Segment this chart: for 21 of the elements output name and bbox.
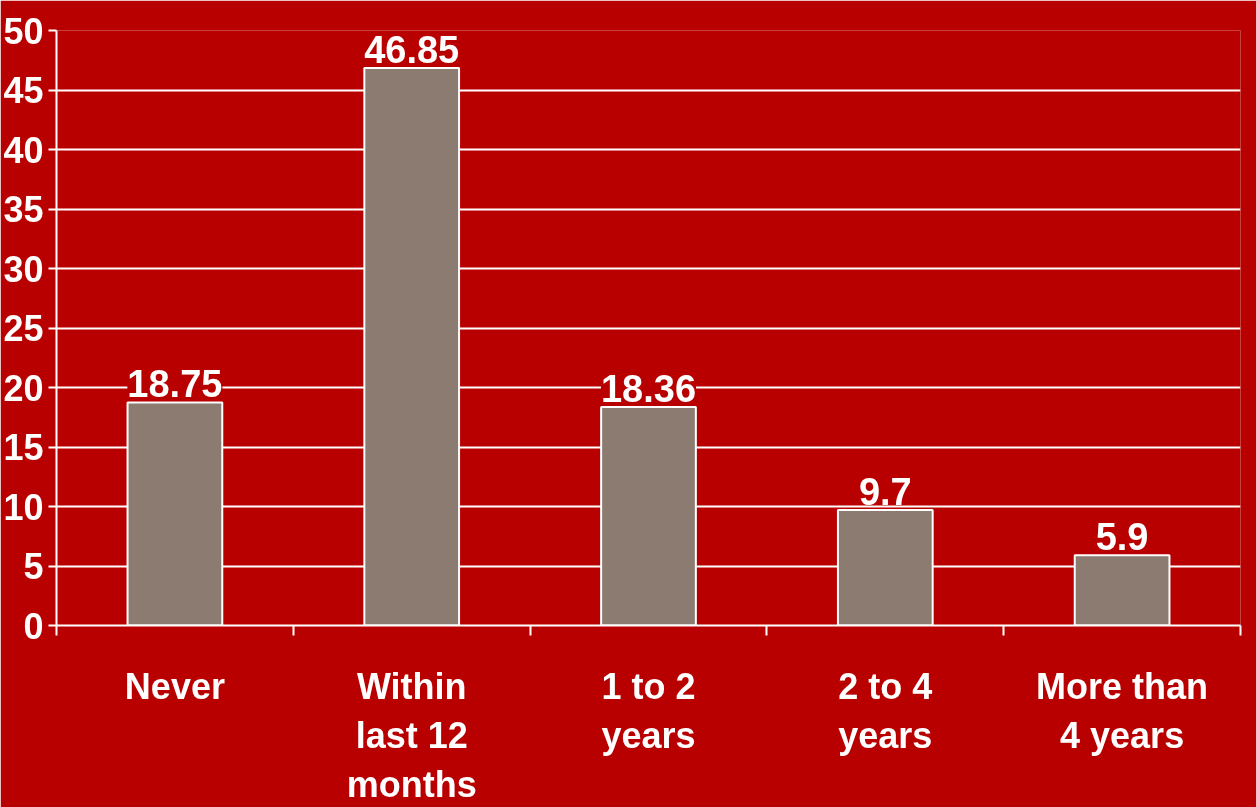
y-tick-label: 50 xyxy=(3,10,44,52)
data-label: 18.75 xyxy=(127,363,223,406)
y-tick-label: 30 xyxy=(3,248,44,290)
data-label: 46.85 xyxy=(364,28,460,71)
y-tick-label: 45 xyxy=(3,70,44,111)
y-tick-label: 10 xyxy=(3,486,44,528)
x-tick-label: 2 to 4 years xyxy=(838,665,933,756)
y-tick-label: 40 xyxy=(3,129,44,171)
x-tick-label: More than 4 years xyxy=(1036,665,1209,756)
x-tick-label: Never xyxy=(124,665,225,707)
y-tick-label: 25 xyxy=(3,308,44,349)
data-label: 9.7 xyxy=(858,471,912,514)
y-tick-label: 20 xyxy=(3,367,44,409)
y-tick-label: 0 xyxy=(23,605,44,647)
x-tick-label: Within last 12 months xyxy=(346,665,477,805)
data-label: 5.9 xyxy=(1095,516,1149,559)
data-label: 18.36 xyxy=(600,368,697,411)
x-tick-label: 1 to 2 years xyxy=(601,665,696,756)
y-tick-label: 35 xyxy=(3,189,44,230)
y-tick-label: 15 xyxy=(3,427,44,468)
y-tick-label: 5 xyxy=(23,546,44,587)
